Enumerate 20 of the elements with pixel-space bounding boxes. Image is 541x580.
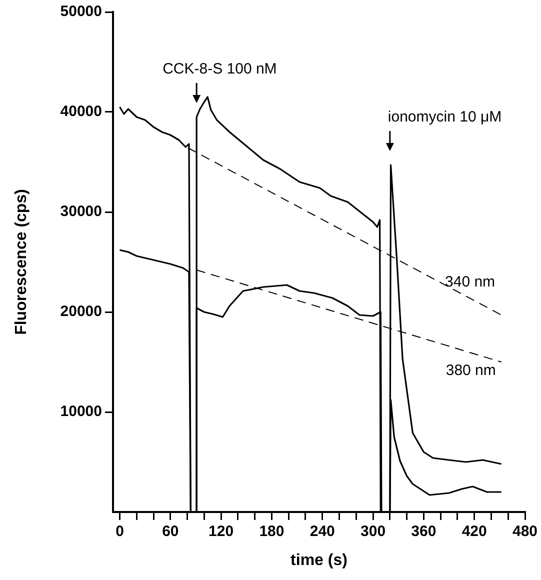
y-tick-label: 30000: [60, 203, 102, 220]
x-tick-label: 360: [411, 523, 436, 540]
annotation: CCK-8-S 100 nM: [162, 60, 277, 78]
x-axis-title: time (s): [290, 552, 348, 569]
y-tick-label: 20000: [60, 303, 102, 320]
x-tick-label: 180: [259, 523, 284, 540]
series-label: 380 nm: [446, 362, 496, 379]
y-tick-label: 10000: [60, 403, 102, 420]
x-tick-label: 240: [310, 523, 335, 540]
series-label: 340 nm: [445, 273, 496, 290]
x-tick-label: 420: [462, 523, 487, 540]
y-tick-label: 40000: [60, 103, 102, 120]
x-tick-label: 0: [116, 523, 124, 540]
annotation: ionomycin 10 μM: [388, 108, 502, 126]
x-tick-label: 300: [360, 523, 386, 540]
x-tick-label: 480: [512, 523, 538, 540]
y-tick-label: 50000: [60, 3, 102, 20]
x-tick-label: 120: [208, 523, 234, 540]
y-axis-title: Fluorescence (cps): [13, 189, 30, 335]
x-tick-label: 60: [162, 523, 179, 540]
